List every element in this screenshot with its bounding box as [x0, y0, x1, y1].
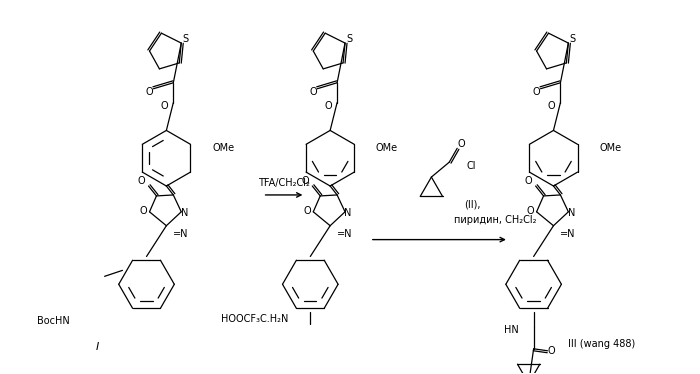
Text: O: O	[527, 206, 535, 216]
Text: HN: HN	[504, 325, 519, 335]
Text: O: O	[302, 176, 309, 186]
Text: O: O	[324, 101, 332, 111]
Text: I: I	[95, 342, 99, 352]
Text: (II),: (II),	[464, 200, 481, 210]
Text: N: N	[181, 208, 188, 218]
Text: O: O	[547, 101, 555, 111]
Text: O: O	[140, 206, 148, 216]
Text: O: O	[547, 346, 555, 356]
Text: N: N	[568, 208, 575, 218]
Text: =N: =N	[174, 229, 189, 239]
Text: =N: =N	[561, 229, 576, 239]
Text: Cl: Cl	[466, 161, 476, 171]
Text: O: O	[457, 140, 465, 149]
Text: S: S	[569, 34, 575, 44]
Text: TFA/CH₂Cl₂: TFA/CH₂Cl₂	[258, 178, 309, 188]
Text: BocHN: BocHN	[37, 316, 70, 326]
Text: S: S	[182, 34, 188, 44]
Text: S: S	[346, 34, 352, 44]
Text: OMe: OMe	[599, 143, 622, 153]
Text: =N: =N	[337, 229, 353, 239]
Text: O: O	[525, 176, 533, 186]
Text: O: O	[160, 101, 168, 111]
Text: III (wang 488): III (wang 488)	[568, 339, 636, 349]
Text: O: O	[146, 87, 153, 97]
Text: OMe: OMe	[212, 143, 234, 153]
Text: N: N	[344, 208, 351, 218]
Text: пиридин, CH₂Cl₂: пиридин, CH₂Cl₂	[454, 215, 537, 225]
Text: HOOCF₃C.H₂N: HOOCF₃C.H₂N	[221, 314, 288, 324]
Text: O: O	[138, 176, 146, 186]
Text: O: O	[304, 206, 311, 216]
Text: O: O	[533, 87, 540, 97]
Text: OMe: OMe	[376, 143, 398, 153]
Text: O: O	[309, 87, 317, 97]
